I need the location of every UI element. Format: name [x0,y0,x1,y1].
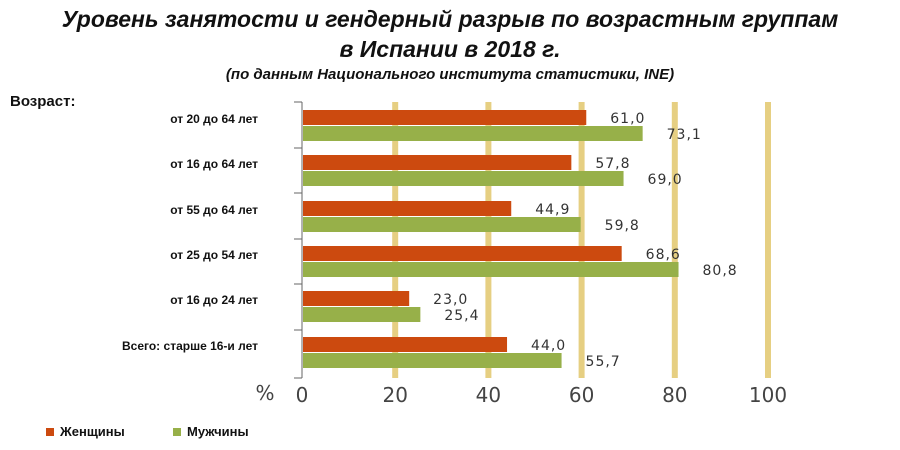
chart-title-line1: Уровень занятости и гендерный разрыв по … [61,6,839,32]
category-label-3: от 25 до 54 лет [170,248,258,262]
value-label-women-1: 57,8 [595,156,630,172]
y-axis-header: Возраст: [10,93,76,110]
value-label-women-0: 61,0 [610,111,645,127]
bar-women-2 [303,201,512,216]
category-label-0: от 20 до 64 лет [170,112,258,126]
legend-item-men: Мужчины [173,424,249,439]
x-unit-label: % [255,381,274,405]
bar-women-4 [303,291,410,306]
value-label-men-5: 55,7 [586,354,621,370]
category-label-5: Всего: старше 16-и лет [122,339,258,353]
chart-subtitle: (по данным Национального института стати… [225,66,675,83]
bar-men-1 [303,171,624,186]
bars [303,110,679,368]
bar-men-0 [303,126,643,141]
gridlines [392,102,771,378]
legend-swatch-women [46,427,54,436]
value-label-women-5: 44,0 [531,338,566,354]
category-label-4: от 16 до 24 лет [170,293,258,307]
x-tick-label-20: 20 [382,383,407,407]
legend-label-women: Женщины [60,424,125,439]
x-tick-label-80: 80 [662,383,687,407]
value-label-women-3: 68,6 [646,247,681,263]
value-label-men-3: 80,8 [703,263,738,279]
value-label-men-1: 69,0 [648,172,683,188]
legend-label-men: Мужчины [187,424,249,439]
axes [294,101,303,379]
x-tick-label-40: 40 [476,383,501,407]
x-tick-label-100: 100 [749,383,787,407]
legend-item-women: Женщины [46,424,125,439]
value-label-women-2: 44,9 [535,202,570,218]
value-label-men-2: 59,8 [605,218,640,234]
bar-women-5 [303,337,508,352]
value-label-men-4: 25,4 [444,308,479,324]
chart-title-line2: в Испании в 2018 г. [339,36,561,62]
bar-women-0 [303,110,587,125]
value-label-men-0: 73,1 [667,127,702,143]
legend-swatch-men [173,427,181,436]
bar-men-5 [303,353,562,368]
bar-men-2 [303,217,581,232]
bar-men-3 [303,262,679,277]
bar-women-3 [303,246,622,261]
category-label-2: от 55 до 64 лет [170,203,258,217]
bar-men-4 [303,307,421,322]
x-tick-label-0: 0 [296,383,309,407]
x-tick-label-60: 60 [569,383,594,407]
labels: 61,0 73,1 от 20 до 64 лет 57,8 69,0 от 16 до … [122,111,787,407]
bar-women-1 [303,155,572,170]
category-label-1: от 16 до 64 лет [170,157,258,171]
value-label-women-4: 23,0 [433,292,468,308]
